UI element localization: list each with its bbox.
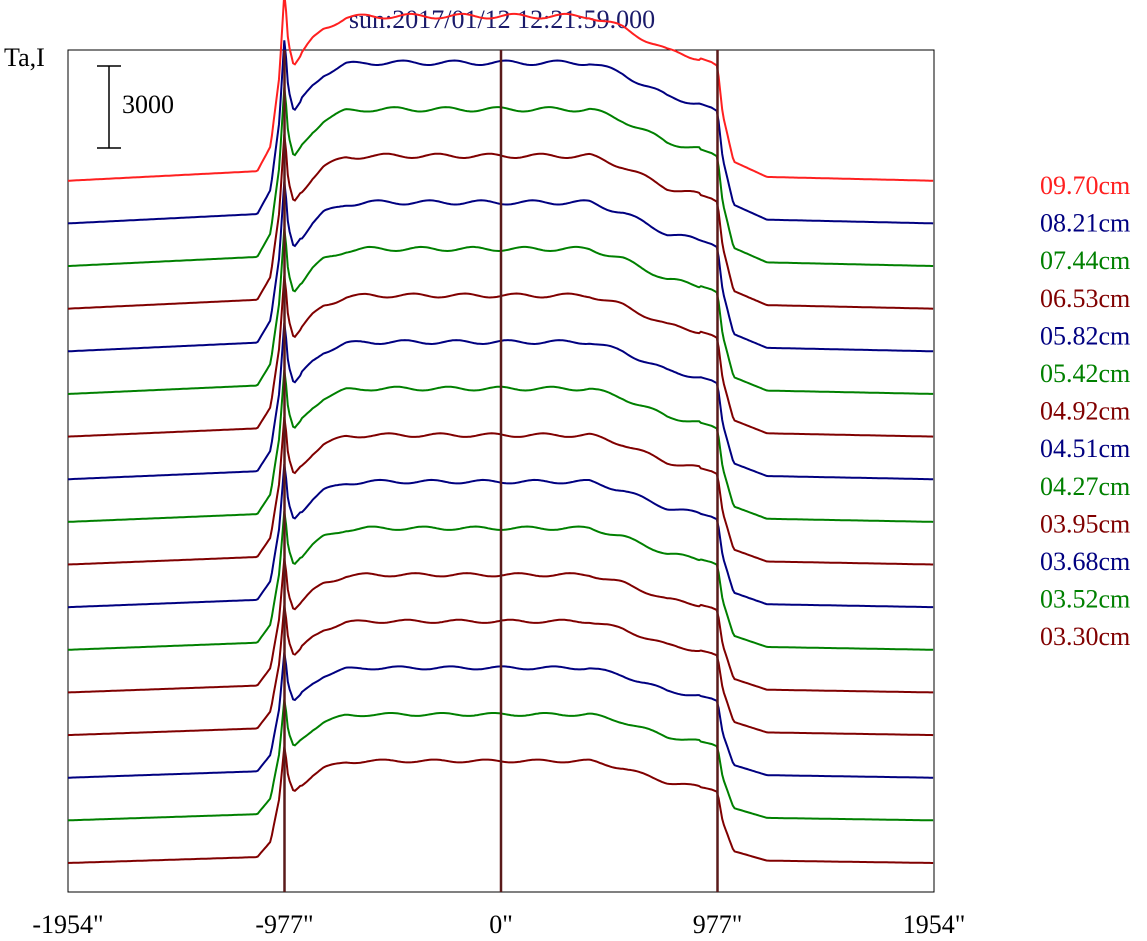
legend-entry: 03.52cm [1040, 585, 1130, 614]
x-tick-label: 977" [693, 910, 743, 939]
legend-entry: 05.42cm [1040, 359, 1130, 388]
legend-entry: 09.70cm [1040, 171, 1130, 200]
legend-entry: 04.51cm [1040, 434, 1130, 463]
x-tick-label: -1954" [32, 910, 103, 939]
chart-title: sun:2017/01/12 12:21:59.000 [349, 5, 655, 34]
scale-bar-label: 3000 [122, 90, 174, 119]
x-tick-labels: -1954" -977" 0" 977" 1954" [32, 910, 965, 939]
y-axis-label: Ta,I [4, 43, 45, 72]
legend-entry: 08.21cm [1040, 209, 1130, 238]
legend-entry: 04.27cm [1040, 472, 1130, 501]
legend: 09.70cm 08.21cm 07.44cm 06.53cm 05.82cm 05.42… [1040, 171, 1130, 651]
legend-entry: 03.68cm [1040, 547, 1130, 576]
vertical-markers [283, 50, 719, 892]
legend-entry: 03.95cm [1040, 509, 1130, 538]
legend-entry: 05.82cm [1040, 321, 1130, 350]
legend-entry: 07.44cm [1040, 246, 1130, 275]
x-tick-label: -977" [255, 910, 313, 939]
x-tick-label: 1954" [903, 910, 966, 939]
legend-entry: 06.53cm [1040, 284, 1130, 313]
legend-entry: 04.92cm [1040, 397, 1130, 426]
x-tick-label: 0" [489, 910, 513, 939]
series-line-09-70cm [67, 0, 934, 182]
scale-bar: 3000 [97, 65, 174, 149]
legend-entry: 03.30cm [1040, 622, 1130, 651]
